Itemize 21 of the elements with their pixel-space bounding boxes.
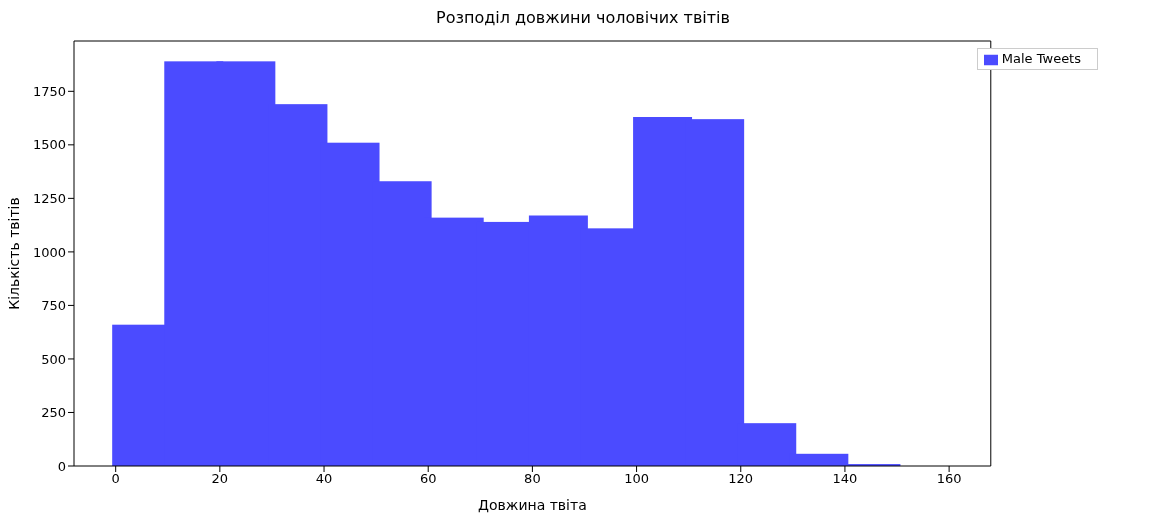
x-tick-label: 20 <box>211 471 229 487</box>
y-tick-label: 0 <box>57 458 66 474</box>
x-tick-label: 140 <box>832 471 858 487</box>
x-tick-label: 100 <box>624 471 649 487</box>
y-tick-label: 750 <box>41 298 66 314</box>
y-axis-title: Кількість твітів <box>5 197 22 310</box>
legend-label: Male Tweets <box>1001 51 1081 66</box>
y-tick-label: 1500 <box>32 137 66 153</box>
x-tick-label: 80 <box>524 471 541 487</box>
x-axis-title: Довжина твіта <box>478 497 587 513</box>
x-tick-label: 60 <box>419 471 437 487</box>
chart-title: Розподіл довжини чоловічих твітів <box>435 8 731 29</box>
y-tick-label: 1000 <box>32 244 66 260</box>
y-tick-label: 250 <box>41 405 66 421</box>
y-tick-label: 500 <box>41 351 66 367</box>
y-tick-label: 1750 <box>32 83 66 99</box>
x-tick-label: 40 <box>315 471 333 487</box>
x-tick-label: 120 <box>728 471 754 487</box>
x-tick-label: 0 <box>111 471 120 487</box>
y-tick-label: 1250 <box>32 190 66 206</box>
x-tick-label: 160 <box>936 471 962 487</box>
